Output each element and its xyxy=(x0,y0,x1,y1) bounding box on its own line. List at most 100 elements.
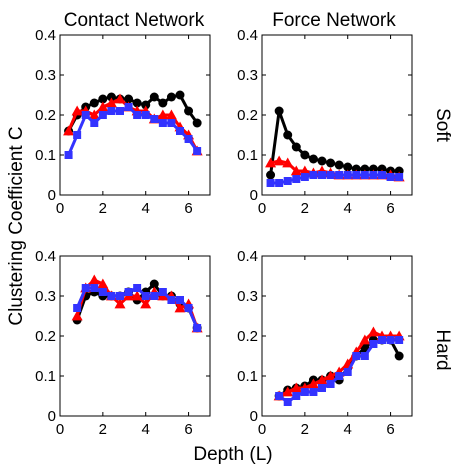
x-tick-label: 4 xyxy=(142,421,150,438)
data-point-square xyxy=(158,288,167,296)
y-tick-label: 0.3 xyxy=(237,288,258,305)
data-point-square xyxy=(184,135,193,143)
data-point-circle xyxy=(98,94,108,104)
y-tick-label: 0 xyxy=(250,408,258,425)
data-point-square xyxy=(158,119,167,127)
data-point-circle xyxy=(283,130,293,140)
data-point-triangle xyxy=(140,298,152,309)
data-point-square xyxy=(352,171,361,179)
x-tick-label: 0 xyxy=(56,200,64,217)
data-point-circle xyxy=(274,106,284,116)
data-point-square xyxy=(184,304,193,312)
data-point-square xyxy=(283,398,292,406)
data-point-triangle xyxy=(174,302,186,313)
data-point-square xyxy=(116,107,124,115)
data-point-circle xyxy=(89,98,99,108)
data-point-square xyxy=(150,292,159,300)
data-point-triangle xyxy=(97,278,109,289)
data-point-square xyxy=(283,177,292,185)
data-point-square xyxy=(73,131,82,139)
data-point-square xyxy=(193,324,202,332)
y-tick-label: 0.2 xyxy=(35,107,56,124)
data-point-circle xyxy=(106,92,116,102)
data-point-square xyxy=(193,147,202,155)
data-point-triangle xyxy=(71,310,83,321)
data-point-square xyxy=(73,304,82,312)
data-point-circle xyxy=(175,90,185,100)
x-tick-label: 0 xyxy=(258,421,266,438)
data-point-square xyxy=(275,392,284,400)
data-point-square xyxy=(386,173,395,181)
x-axis-label: Depth (L) xyxy=(193,444,272,465)
data-point-triangle xyxy=(157,109,169,120)
y-tick-label: 0.2 xyxy=(237,328,258,345)
x-tick-label: 6 xyxy=(386,200,394,217)
data-point-circle xyxy=(149,279,159,289)
y-tick-label: 0 xyxy=(48,408,56,425)
data-point-square xyxy=(124,103,133,111)
data-point-square xyxy=(300,173,309,181)
data-point-triangle xyxy=(307,378,319,389)
data-point-square xyxy=(116,292,124,300)
data-point-square xyxy=(309,388,318,396)
data-point-triangle xyxy=(71,105,83,116)
panel-contact-hard: 0 2 4 6 0 0.1 0.2 0.3 0.4 xyxy=(35,248,211,438)
panels: 0 2 4 600.10.20.30.40 2 4 600.10.20.30.40 2 4 600… xyxy=(35,27,413,438)
data-point-triangle xyxy=(131,290,143,301)
data-point-square xyxy=(107,292,116,300)
x-tick-label: 4 xyxy=(344,421,352,438)
column-title-force: Force Network xyxy=(272,10,396,31)
data-point-square xyxy=(343,368,352,376)
data-point-square xyxy=(275,179,284,187)
data-point-square xyxy=(176,127,184,135)
y-tick-label: 0.3 xyxy=(237,67,258,84)
data-point-circle xyxy=(266,170,276,180)
data-point-square xyxy=(378,336,386,344)
y-tick-label: 0.1 xyxy=(35,147,56,164)
x-tick-label: 2 xyxy=(99,200,107,217)
x-tick-label: 0 xyxy=(56,421,64,438)
data-point-square xyxy=(318,384,326,392)
data-point-square xyxy=(318,171,326,179)
data-point-triangle xyxy=(367,326,379,337)
x-tick-label: 6 xyxy=(184,200,192,217)
data-point-square xyxy=(360,352,369,360)
data-point-circle xyxy=(308,154,318,164)
y-tick-label: 0 xyxy=(48,187,56,204)
data-point-square xyxy=(150,115,159,123)
y-tick-label: 0.3 xyxy=(35,288,56,305)
plot-frame xyxy=(59,255,211,417)
data-point-triangle xyxy=(114,298,126,309)
data-point-square xyxy=(141,111,150,119)
data-point-triangle xyxy=(273,155,285,166)
y-tick-label: 0.2 xyxy=(237,107,258,124)
y-axis-label: Clustering Coefficient C xyxy=(6,126,27,325)
y-tick-label: 0 xyxy=(250,187,258,204)
data-point-triangle xyxy=(97,101,109,112)
column-title-contact: Contact Network xyxy=(64,10,205,31)
y-tick-label: 0.1 xyxy=(237,147,258,164)
data-point-circle xyxy=(326,158,336,168)
y-tick-label: 0.3 xyxy=(35,67,56,84)
series-square xyxy=(73,284,202,332)
data-point-square xyxy=(335,372,344,380)
y-tick-label: 0.1 xyxy=(35,368,56,385)
data-point-square xyxy=(395,173,404,181)
data-point-square xyxy=(395,336,404,344)
y-tick-label: 0.1 xyxy=(237,368,258,385)
series-circle xyxy=(266,106,404,180)
data-point-triangle xyxy=(282,157,294,168)
data-point-triangle xyxy=(88,274,100,285)
data-point-square xyxy=(133,284,142,292)
data-point-square xyxy=(266,179,275,187)
data-point-triangle xyxy=(265,157,277,168)
y-tick-label: 0.4 xyxy=(35,27,56,44)
data-point-circle xyxy=(132,98,142,108)
data-point-square xyxy=(309,171,318,179)
data-point-square xyxy=(360,171,369,179)
x-tick-label: 2 xyxy=(301,200,309,217)
data-point-square xyxy=(90,284,99,292)
data-point-circle xyxy=(300,150,310,160)
data-point-circle xyxy=(291,142,301,152)
